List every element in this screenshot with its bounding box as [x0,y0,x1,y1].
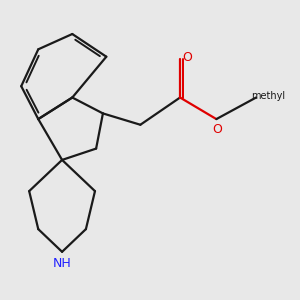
Text: O: O [212,123,222,136]
Text: NH: NH [53,257,71,270]
Text: O: O [182,51,192,64]
Text: methyl: methyl [251,92,286,101]
